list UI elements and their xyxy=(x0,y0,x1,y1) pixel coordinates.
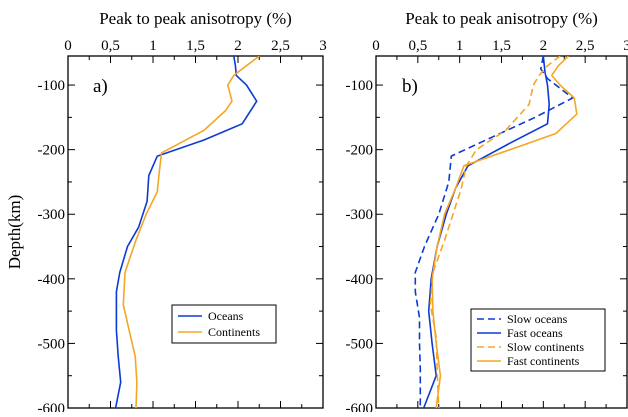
x-tick-label: 2,5 xyxy=(271,38,290,54)
x-tick-label: 2 xyxy=(234,38,242,54)
x-tick-label: 2,5 xyxy=(576,38,595,54)
x-tick-label: 0,5 xyxy=(101,38,120,54)
x-tick-label: 0,5 xyxy=(408,38,427,54)
y-axis-title: Depth(km) xyxy=(5,195,24,270)
legend-label: Fast oceans xyxy=(507,326,563,340)
y-tick-label: -300 xyxy=(346,207,374,223)
y-tick-label: -600 xyxy=(38,401,66,412)
x-tick-label: 3 xyxy=(319,38,327,54)
x-tick-label: 2 xyxy=(540,38,548,54)
legend-label: Slow oceans xyxy=(507,312,568,326)
y-tick-label: -200 xyxy=(38,143,66,159)
panel-label: b) xyxy=(402,76,418,97)
y-tick-label: -400 xyxy=(38,272,66,288)
x-tick-label: 1 xyxy=(456,38,464,54)
y-tick-label: -500 xyxy=(38,336,66,352)
x-tick-label: 1,5 xyxy=(492,38,511,54)
y-tick-label: -300 xyxy=(38,207,66,223)
x-axis-title: Peak to peak anisotropy (%) xyxy=(405,9,598,28)
y-tick-label: -500 xyxy=(346,336,374,352)
legend-label: Fast continents xyxy=(507,354,580,368)
x-tick-label: 0 xyxy=(64,38,72,54)
y-tick-label: -600 xyxy=(346,401,374,412)
y-tick-label: -100 xyxy=(38,78,66,94)
y-tick-label: -200 xyxy=(346,143,374,159)
panel-label: a) xyxy=(93,76,108,97)
x-tick-label: 1,5 xyxy=(186,38,205,54)
y-tick-label: -400 xyxy=(346,272,374,288)
chart-panel-2: 0 0,5 1 1,5 2 2,5 3 -100 -200 -300 -400 -500 -600 Pea… xyxy=(346,9,628,412)
plot-frame xyxy=(68,56,323,408)
legend-label: Slow continents xyxy=(507,340,584,354)
series-line-oceans xyxy=(116,56,257,408)
x-tick-label: 1 xyxy=(149,38,157,54)
series-line-continents xyxy=(123,56,259,408)
x-tick-label: 0 xyxy=(372,38,380,54)
legend-label: Oceans xyxy=(208,309,244,323)
y-tick-label: -100 xyxy=(346,78,374,94)
x-axis-title: Peak to peak anisotropy (%) xyxy=(99,9,292,28)
x-tick-label: 3 xyxy=(623,38,628,54)
legend-label: Continents xyxy=(208,325,260,339)
chart-panel-1: 0 0,5 1 1,5 2 2,5 3 -100 -200 -300 -400 -500 -600 Pea… xyxy=(5,9,327,412)
